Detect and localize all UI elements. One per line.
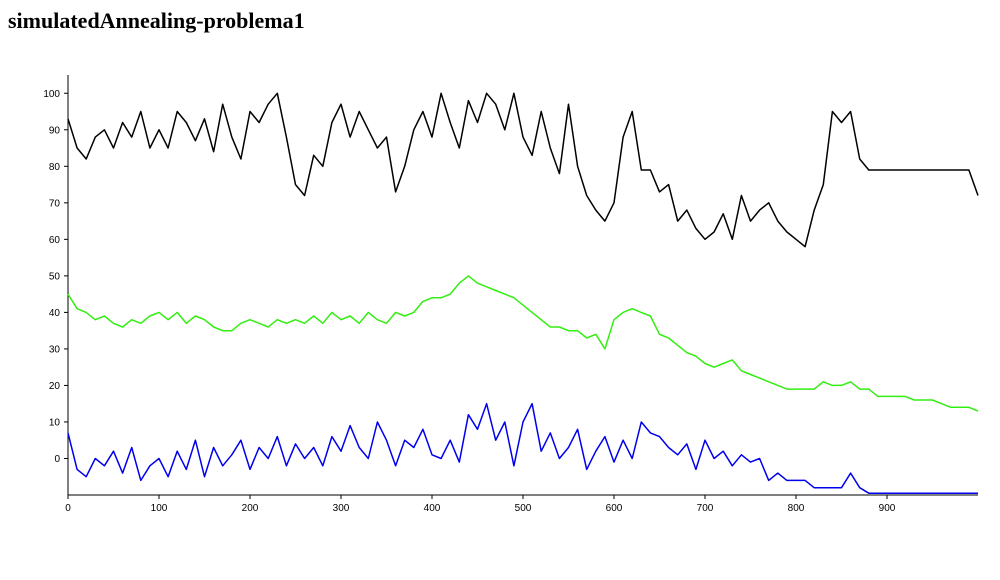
series-line — [67, 402, 978, 494]
x-tick-label: 400 — [424, 503, 441, 514]
y-tick-label: 30 — [49, 344, 61, 355]
x-tick-label: 800 — [788, 503, 805, 514]
y-tick-label: 80 — [49, 162, 61, 173]
y-tick-label: 10 — [49, 417, 61, 428]
y-tick-label: 50 — [49, 271, 61, 282]
x-tick-label: 900 — [879, 503, 896, 514]
y-tick-label: 90 — [49, 125, 61, 136]
x-tick-label: 500 — [515, 503, 532, 514]
chart-title: simulatedAnnealing-problema1 — [8, 8, 305, 33]
x-tick-label: 300 — [333, 503, 350, 514]
x-tick-label: 700 — [697, 503, 714, 514]
y-tick-label: 100 — [43, 89, 60, 100]
y-tick-label: 70 — [49, 198, 61, 209]
x-tick-label: 200 — [242, 503, 259, 514]
y-tick-label: 20 — [49, 381, 61, 392]
y-tick-label: 40 — [49, 308, 61, 319]
y-tick-label: 0 — [54, 454, 60, 465]
y-tick-label: 60 — [49, 235, 61, 246]
series-line — [67, 275, 979, 412]
x-tick-label: 0 — [65, 503, 71, 514]
x-tick-label: 100 — [151, 503, 168, 514]
series-line — [67, 92, 979, 248]
x-tick-label: 600 — [606, 503, 623, 514]
